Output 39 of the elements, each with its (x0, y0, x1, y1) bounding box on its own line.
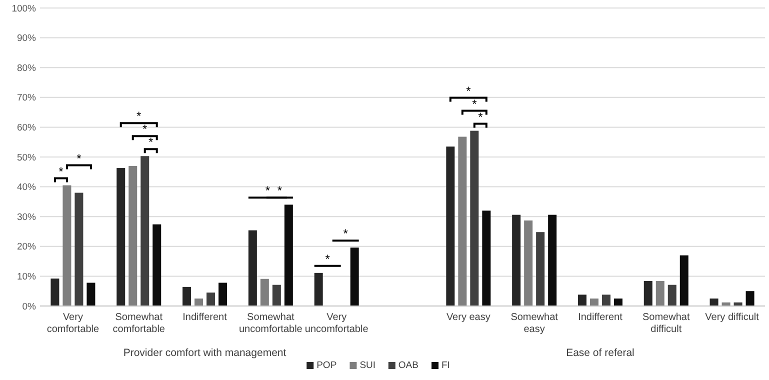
y-tick-label: 90% (16, 33, 37, 44)
text: Ease of referal (566, 347, 634, 359)
legend-label: OAB (398, 360, 418, 371)
y-tick-label: 50% (16, 152, 37, 164)
x-tick-label: Very easy (446, 312, 490, 323)
annotation: * (58, 164, 64, 178)
annotation: * (472, 96, 478, 111)
x-tick-label: Somewhat comfortable (112, 312, 166, 335)
y-tick-label: 100% (12, 3, 37, 14)
annotation: * (478, 110, 484, 124)
y-tick-label: 10% (16, 272, 37, 283)
annotation: * (343, 226, 348, 241)
y-tick-label: 20% (16, 242, 37, 253)
annotation: * (142, 122, 148, 136)
y-tick-label: 80% (16, 62, 37, 74)
annotation: * (148, 135, 154, 150)
x-tick-label: Somewhat difficult (642, 312, 690, 335)
annotation: * (277, 184, 282, 198)
y-tick-label: 40% (16, 182, 37, 194)
annotation: * (265, 184, 270, 198)
annotation: * (325, 252, 330, 266)
legend-label: FI (442, 360, 450, 371)
y-tick-label: 30% (16, 212, 37, 223)
y-tick-label: 70% (16, 92, 37, 104)
annotation: * (136, 109, 142, 124)
text: Provider comfort with management (123, 347, 286, 359)
legend-label: POP (316, 360, 337, 371)
x-tick-label: Very comfortable (46, 312, 100, 335)
x-tick-label: Very difficult (705, 312, 760, 323)
annotation: * (76, 151, 82, 166)
y-tick-label: 0% (22, 301, 37, 312)
x-tick-label: Somewhat uncomfortable (238, 312, 303, 335)
legend-label: SUI (360, 360, 376, 371)
x-tick-label: Indifferent (578, 312, 623, 323)
x-tick-label: Somewhat easy (510, 312, 558, 335)
x-tick-label: Very uncomfortable (304, 312, 369, 335)
annotation: * (466, 84, 472, 98)
x-tick-label: Indifferent (182, 312, 228, 323)
y-tick-label: 60% (16, 122, 37, 134)
